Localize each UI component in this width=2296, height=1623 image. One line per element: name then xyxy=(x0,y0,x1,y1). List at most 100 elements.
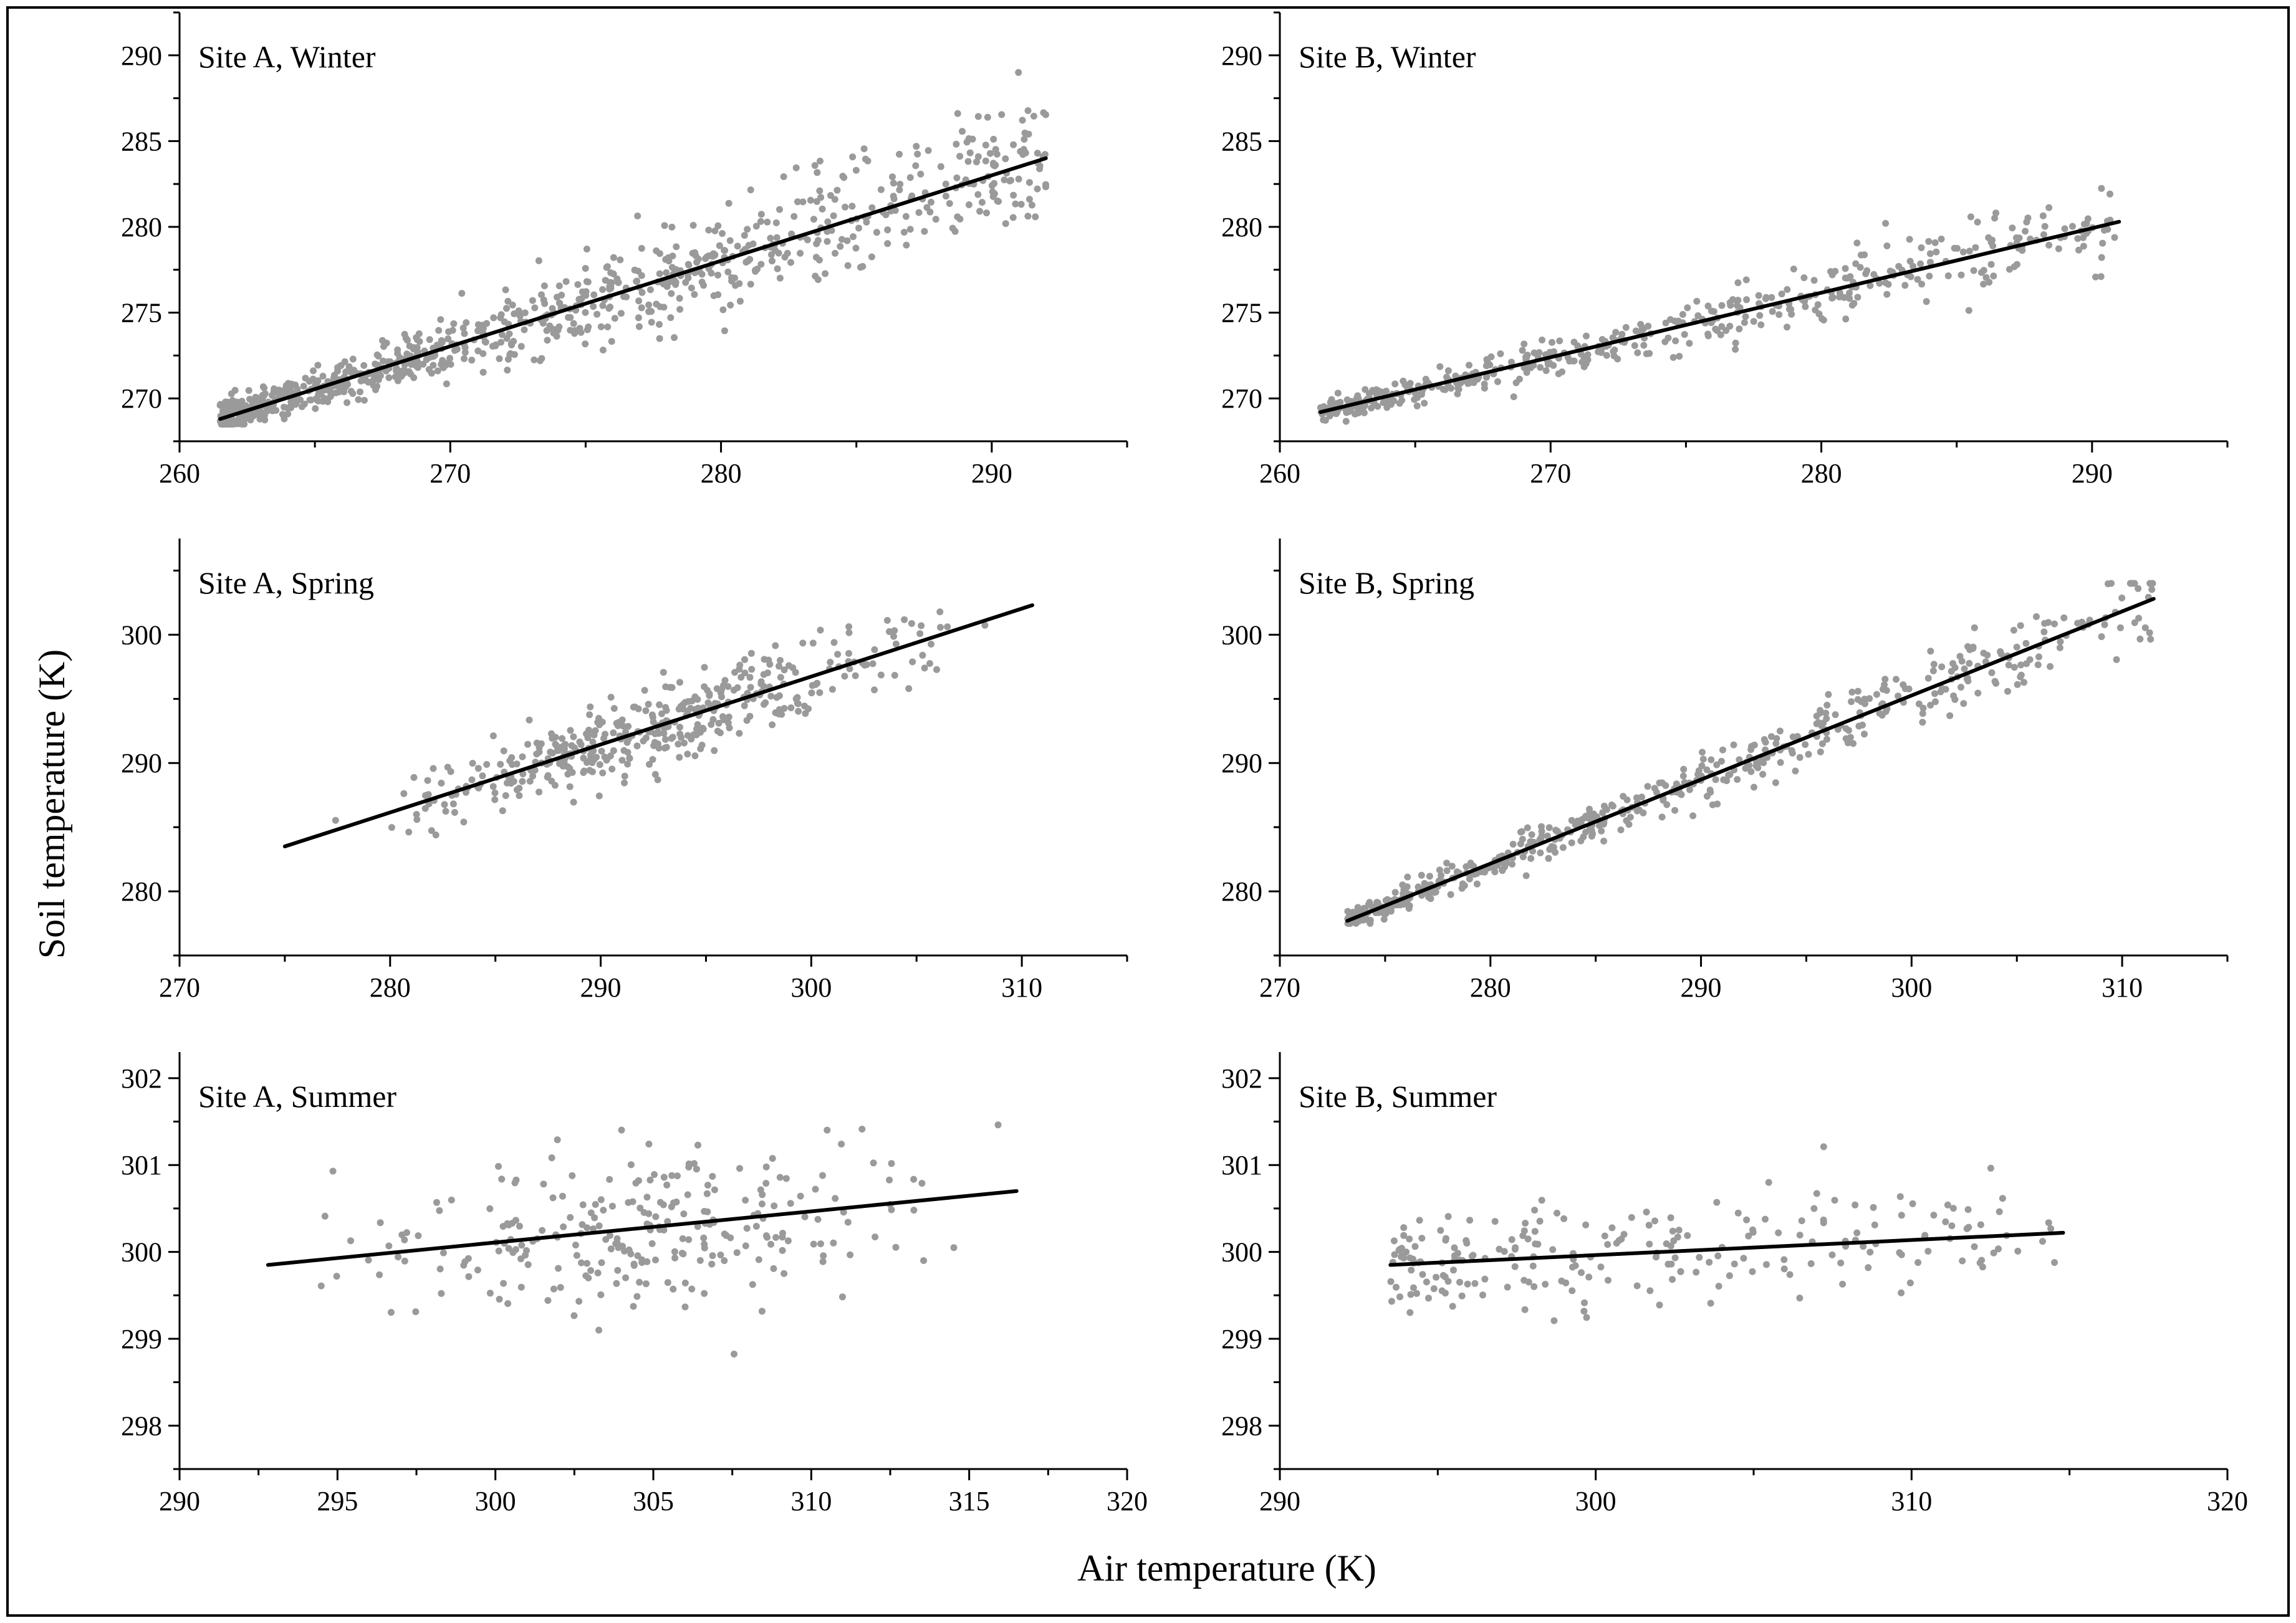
data-point xyxy=(531,304,539,312)
data-point xyxy=(1823,701,1831,709)
data-point xyxy=(973,158,980,166)
data-point xyxy=(607,1232,613,1239)
data-point xyxy=(691,291,698,298)
data-point xyxy=(1519,347,1526,354)
data-point xyxy=(633,278,640,285)
data-point xyxy=(423,356,430,363)
data-point xyxy=(1430,1285,1438,1293)
data-point xyxy=(653,247,660,254)
data-point xyxy=(1015,175,1022,183)
data-point xyxy=(538,355,545,362)
data-point xyxy=(743,717,751,724)
data-point xyxy=(1466,1217,1474,1224)
data-point xyxy=(1876,709,1883,717)
data-point xyxy=(819,1258,827,1265)
data-point xyxy=(668,223,676,231)
data-point xyxy=(787,704,795,712)
data-point xyxy=(852,244,860,252)
data-point xyxy=(784,1237,792,1245)
data-point xyxy=(309,375,317,383)
data-point xyxy=(675,740,682,748)
data-point xyxy=(613,1280,620,1287)
data-point xyxy=(468,776,476,783)
data-point xyxy=(497,314,504,322)
data-point xyxy=(1388,1298,1395,1305)
data-point xyxy=(1930,1212,1938,1219)
data-point xyxy=(765,656,772,664)
data-point xyxy=(497,760,504,768)
data-point xyxy=(731,1351,737,1357)
data-point xyxy=(1995,1245,2002,1253)
data-point xyxy=(1714,800,1721,808)
data-point xyxy=(847,1251,854,1258)
data-point xyxy=(711,252,719,259)
data-point xyxy=(916,630,924,638)
data-point xyxy=(292,381,299,389)
data-point xyxy=(1823,735,1830,743)
data-point xyxy=(590,1225,597,1232)
data-point xyxy=(1584,356,1592,363)
data-point xyxy=(944,623,951,631)
data-point xyxy=(1759,770,1767,778)
data-point xyxy=(437,316,444,323)
data-point xyxy=(708,1260,716,1268)
data-point xyxy=(1895,692,1902,700)
data-point xyxy=(1848,698,1855,706)
data-point xyxy=(843,237,851,244)
data-point xyxy=(965,201,973,208)
data-point xyxy=(469,760,476,767)
data-point xyxy=(1391,1251,1398,1258)
data-point xyxy=(1686,786,1693,793)
data-point xyxy=(817,157,824,165)
data-point xyxy=(910,1207,918,1214)
data-point xyxy=(1375,387,1383,395)
data-point xyxy=(1441,1273,1449,1281)
data-point xyxy=(1698,762,1706,770)
data-point xyxy=(1583,332,1590,340)
data-point xyxy=(1757,321,1765,328)
y-tick-label: 285 xyxy=(121,126,162,156)
data-point xyxy=(724,268,732,275)
data-point xyxy=(1335,400,1342,407)
data-point xyxy=(777,657,784,664)
data-point xyxy=(438,780,445,787)
data-point xyxy=(2084,215,2092,223)
data-point xyxy=(1681,331,1688,338)
data-point xyxy=(896,186,903,194)
data-point xyxy=(516,310,523,318)
data-point xyxy=(2148,586,2156,593)
data-point xyxy=(810,216,817,223)
data-point xyxy=(909,658,916,666)
data-point xyxy=(365,378,372,386)
data-point xyxy=(1491,868,1499,876)
data-point xyxy=(1582,1221,1590,1228)
data-point xyxy=(434,367,441,375)
data-point xyxy=(760,682,767,690)
data-point xyxy=(1458,884,1466,892)
data-point xyxy=(441,801,448,808)
data-point xyxy=(1901,282,1909,289)
data-point xyxy=(1369,386,1376,394)
data-point xyxy=(339,383,346,390)
data-point xyxy=(450,320,458,327)
data-point xyxy=(1842,265,1849,272)
data-point xyxy=(1549,1246,1557,1253)
data-point xyxy=(651,771,659,778)
data-point xyxy=(1599,809,1607,816)
data-point xyxy=(652,1213,660,1220)
y-tick-label: 275 xyxy=(121,298,162,328)
data-point xyxy=(716,242,723,249)
data-point xyxy=(1713,761,1721,768)
data-point xyxy=(805,705,812,712)
data-point xyxy=(425,791,432,798)
data-point xyxy=(2039,212,2047,219)
data-point xyxy=(1433,1273,1440,1281)
data-point xyxy=(564,763,572,770)
data-point xyxy=(445,328,453,335)
data-point xyxy=(623,293,630,300)
x-tick-label: 270 xyxy=(159,972,200,1003)
data-point xyxy=(1784,323,1790,331)
panel-a-winter: 260 270 280 290 270 275 280 285 290 Site A, Winte… xyxy=(121,11,1128,489)
data-point xyxy=(870,1159,877,1167)
data-point xyxy=(946,200,953,207)
